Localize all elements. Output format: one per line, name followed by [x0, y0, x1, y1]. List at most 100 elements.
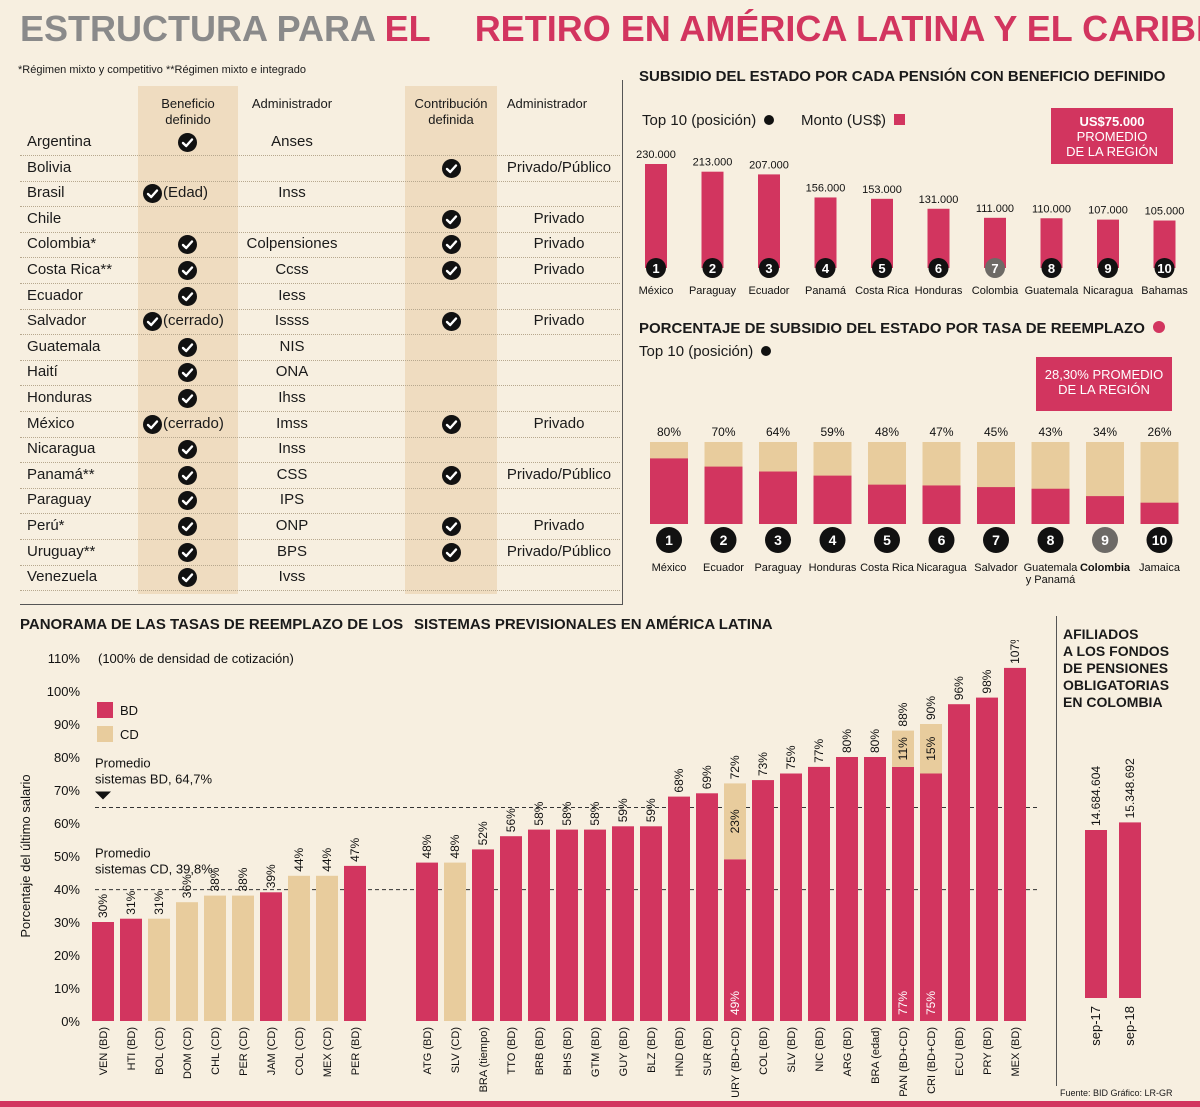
table-cell-admin2: Privado/Público — [506, 158, 612, 176]
chart2-callout: 28,30% PROMEDIO DE LA REGIÓN — [1036, 357, 1172, 411]
chart3-value-label: 36% — [180, 874, 194, 898]
chart1-rank-circle — [985, 258, 1005, 278]
chart3-bar — [472, 849, 494, 1021]
chart3-value-label: 69% — [700, 765, 714, 789]
table-row-divider — [20, 359, 620, 361]
chart3-value-label: 59% — [644, 798, 658, 822]
chart3-bar — [640, 826, 662, 1021]
chart1-rank-circle — [815, 258, 836, 278]
chart3-value-label: 44% — [320, 847, 334, 871]
chart3-bar — [752, 780, 774, 1021]
chart2-rank-label: 8 — [1047, 532, 1055, 548]
check-icon — [178, 235, 197, 255]
table-cell-country: Perú* — [27, 517, 65, 534]
chart1-rank-circle — [928, 258, 949, 278]
chart2-category-label: Guatemala — [1024, 562, 1079, 574]
chart3-category-label: HND (BD) — [674, 1027, 686, 1077]
chart1-rank-circle — [1098, 258, 1118, 278]
chart1-callout-line2: PROMEDIO — [1076, 129, 1148, 144]
table-cell-country: Uruguay** — [27, 542, 96, 560]
chart2-category-label: Jamaica — [1139, 562, 1181, 574]
chart3-value-label: 72% — [728, 755, 742, 779]
chart1-bar — [1153, 220, 1176, 268]
chart3-legend-swatch — [97, 726, 113, 742]
table-cell-country: Salvador — [27, 312, 87, 330]
chart4-value-label: 14.684.604 — [1089, 766, 1103, 826]
chart3-bar — [148, 918, 170, 1021]
check-icon — [178, 568, 197, 588]
table-cell-admin1: Issss — [274, 312, 310, 330]
chart3-value-label: 39% — [264, 864, 278, 888]
chart3-value-label: 88% — [896, 702, 910, 726]
chart2-value-label: 80% — [657, 425, 681, 439]
table-row-divider — [20, 231, 620, 233]
check-icon — [143, 312, 162, 332]
table-cell-admin2: Privado — [533, 261, 585, 278]
chart4-title: AFILIADOS A LOS FONDOS DE PENSIONES OBLIGAT… — [1063, 626, 1169, 711]
chart3-category-label: BHS (BD) — [562, 1027, 574, 1075]
chart2-rank-circle — [983, 527, 1009, 553]
title-part-2: EL — [384, 8, 431, 49]
table-row-divider — [20, 385, 620, 387]
table-cell-country: Argentina — [27, 133, 92, 150]
table-cell-admin1: Iess — [278, 286, 306, 304]
chart1-category-label: Panamá — [805, 285, 847, 297]
chart3-ytick-label: 40% — [54, 882, 80, 897]
check-icon — [178, 465, 197, 485]
chart3-ylabel: Porcentaje del último salario — [18, 774, 33, 937]
chart4-title-line: DE PENSIONES — [1063, 660, 1169, 676]
chart3-ytick-label: 70% — [54, 783, 80, 798]
chart3-value-label: 52% — [476, 821, 490, 845]
chart3-category-label: SLV (CD) — [450, 1027, 462, 1073]
table-cell-admin1: IPS — [279, 491, 305, 509]
chart1-callout-line3: DE LA REGIÓN — [1066, 144, 1158, 159]
table-cell-bd-note: (cerrado) — [163, 414, 224, 432]
check-icon — [143, 414, 162, 434]
chart3-bar-cd-label: 15% — [924, 736, 938, 760]
chart1-bar — [645, 164, 667, 268]
chart2-rank-circle — [928, 527, 955, 553]
table-cell-bd-note: (Edad) — [163, 184, 209, 202]
table-cell-country: México — [27, 414, 75, 432]
table-row-divider — [20, 539, 620, 540]
check-icon — [178, 542, 197, 562]
chart3-category-label: GTM (BD) — [590, 1027, 602, 1077]
chart3-ytick-label: 10% — [54, 981, 80, 996]
check-icon — [442, 312, 461, 332]
table-cell-country: Bolivia — [27, 158, 72, 176]
chart2-rank-circle — [1037, 527, 1064, 553]
chart3-category-label: BRB (BD) — [534, 1027, 546, 1075]
chart2-rank-circle — [710, 527, 737, 553]
chart1-rank-circle — [872, 258, 892, 278]
table-row-divider — [20, 283, 620, 284]
chart1-value-label: 207.000 — [749, 159, 789, 171]
chart2-value-label: 48% — [875, 425, 899, 439]
chart1-legend-rank-label: Top 10 (posición) — [642, 112, 757, 129]
chart3-category-label: CRI (BD+CD) — [926, 1027, 938, 1094]
table-header-cd: Contribución definida — [414, 96, 488, 127]
chart1-category-label: Costa Rica — [855, 285, 910, 297]
chart2-bar — [813, 475, 852, 524]
chart3-category-label: JAM (CD) — [266, 1027, 278, 1075]
table-row-divider — [20, 334, 620, 336]
chart2-callout-line1: 28,30% PROMEDIO — [1044, 367, 1164, 382]
chart3-reference-label-2: sistemas CD, 39,8% — [95, 862, 213, 877]
chart1-value-label: 213.000 — [693, 157, 733, 169]
chart3-bar — [316, 875, 338, 1021]
chart2-title-text: PORCENTAJE DE SUBSIDIO DEL ESTADO POR TA… — [639, 320, 1145, 337]
table-row-divider — [20, 155, 620, 156]
chart2-title-dot — [1153, 321, 1166, 333]
chart3-bar — [836, 757, 858, 1021]
chart3-bar — [976, 697, 998, 1021]
chart3-value-label: 107% — [1008, 640, 1022, 664]
chart2-value-label: 26% — [1147, 425, 1171, 439]
chart3-category-label: ECU (BD) — [954, 1027, 966, 1076]
chart1-value-label: 107.000 — [1088, 205, 1128, 217]
chart3-bar-bd — [920, 773, 942, 1021]
chart4-title-line: A LOS FONDOS — [1063, 643, 1170, 659]
check-icon — [442, 209, 461, 229]
table-cell-admin1: NIS — [279, 337, 305, 355]
chart2-bar — [868, 484, 906, 524]
chart4-value-label: 15.348.692 — [1123, 758, 1137, 818]
chart3-bar-bd-label: 49% — [728, 991, 742, 1015]
